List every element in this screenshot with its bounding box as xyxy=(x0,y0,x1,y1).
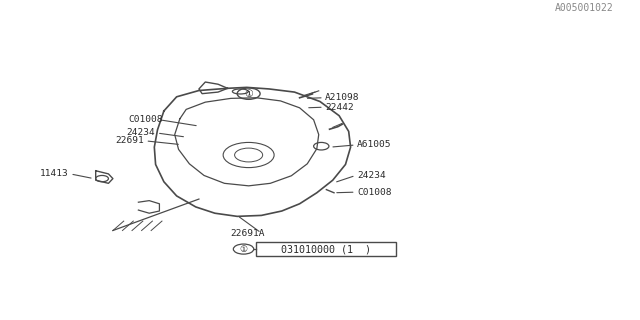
Text: 22691A: 22691A xyxy=(231,228,266,237)
Text: ①: ① xyxy=(239,244,248,253)
Text: 24234: 24234 xyxy=(357,171,386,180)
Text: 11413: 11413 xyxy=(40,169,68,178)
Text: A61005: A61005 xyxy=(357,140,392,149)
Text: 031010000 (1  ): 031010000 (1 ) xyxy=(282,244,371,254)
Text: 24234: 24234 xyxy=(126,129,155,138)
Text: A21098: A21098 xyxy=(325,93,360,102)
FancyBboxPatch shape xyxy=(256,243,396,256)
Text: C01008: C01008 xyxy=(357,188,392,196)
Text: C01008: C01008 xyxy=(129,115,163,124)
Text: A005001022: A005001022 xyxy=(554,4,613,13)
Text: 22691: 22691 xyxy=(115,136,143,145)
Text: ①: ① xyxy=(244,89,253,99)
Text: 22442: 22442 xyxy=(325,103,354,112)
